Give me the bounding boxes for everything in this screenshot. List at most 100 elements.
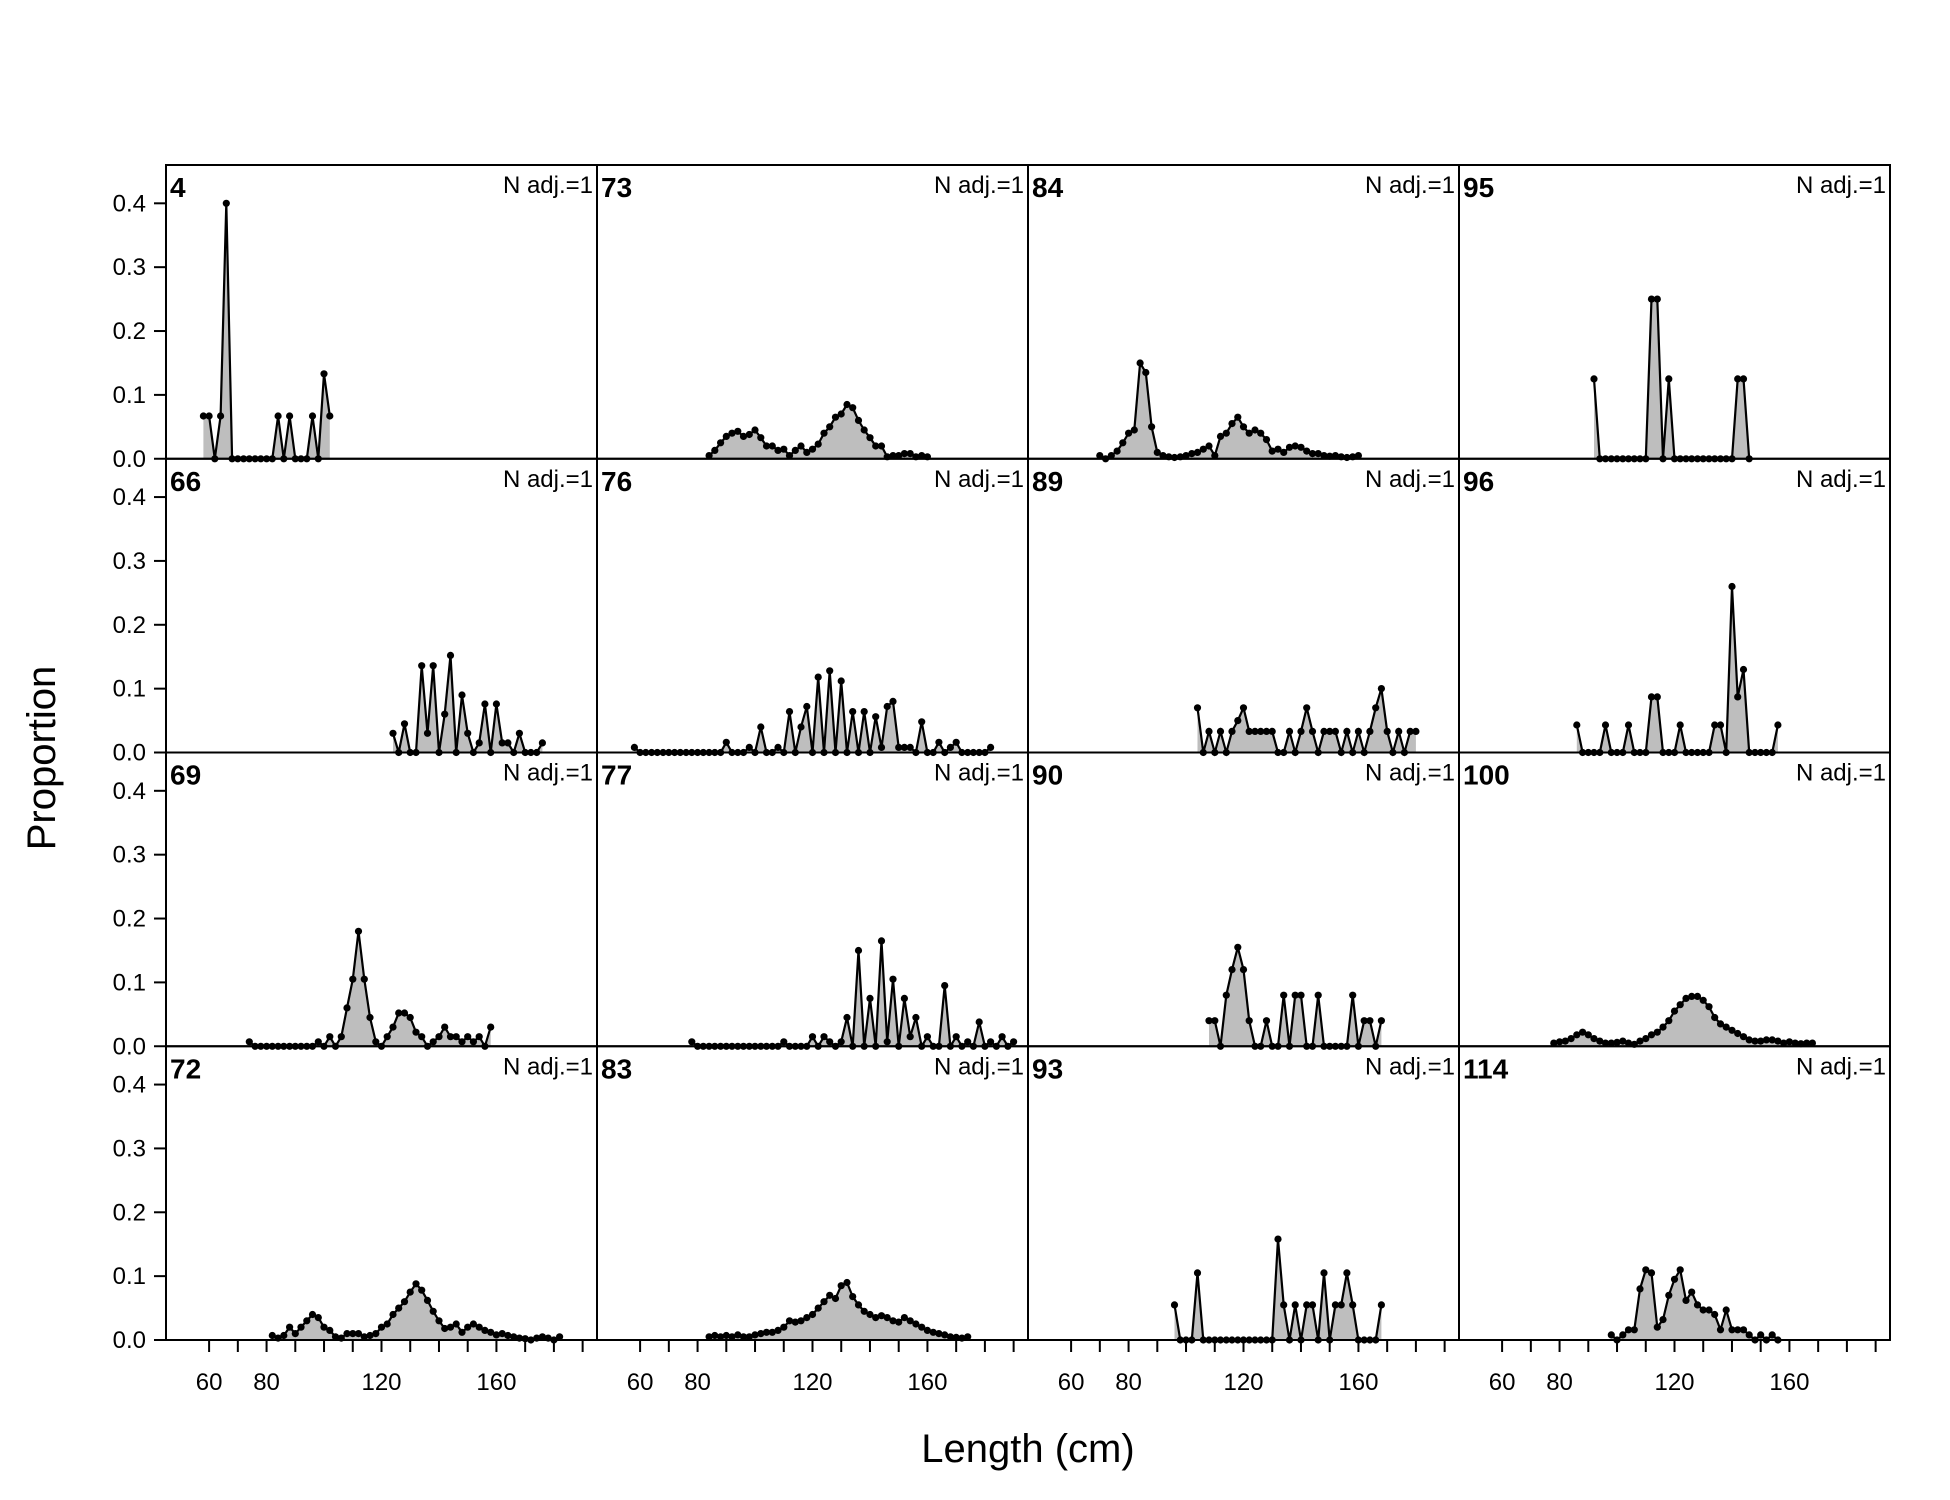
data-point (383, 1320, 391, 1328)
data-point (1222, 991, 1230, 999)
data-point (343, 1004, 351, 1012)
data-point (998, 1033, 1006, 1041)
data-point (1297, 443, 1305, 451)
data-point (1613, 1038, 1621, 1046)
panel-label: 76 (601, 466, 632, 497)
data-point (1734, 693, 1742, 701)
data-point (1699, 996, 1707, 1004)
data-point (291, 1330, 299, 1338)
data-point (820, 429, 828, 437)
data-point (780, 1323, 788, 1331)
data-point (1607, 1331, 1615, 1339)
data-point (1682, 994, 1690, 1003)
data-point (280, 1331, 288, 1340)
data-point (1573, 1031, 1581, 1039)
data-point (366, 1331, 374, 1340)
n-adj-label: N adj.=1 (1796, 1053, 1886, 1080)
panel-border (1458, 457, 1891, 754)
data-point (757, 434, 765, 442)
data-point (762, 442, 771, 450)
y-tick-label: 0.1 (113, 1263, 146, 1290)
data-point (1768, 1331, 1776, 1339)
data-point (349, 1330, 357, 1338)
data-point (889, 697, 897, 706)
data-point (1716, 1020, 1725, 1028)
data-point (866, 1310, 874, 1319)
data-point (1745, 1036, 1753, 1044)
data-point (1245, 1017, 1253, 1025)
data-point (286, 1323, 294, 1331)
data-point (1142, 368, 1150, 377)
data-point (872, 713, 880, 721)
data-point (1251, 727, 1259, 736)
data-point (458, 1038, 466, 1046)
y-tick-label: 0.3 (113, 548, 146, 575)
data-point (1010, 1038, 1018, 1046)
data-point (1601, 1039, 1610, 1047)
data-point (418, 1286, 426, 1294)
data-point (1343, 1269, 1351, 1277)
data-point (964, 1333, 972, 1341)
x-tick-label: 60 (1058, 1369, 1085, 1396)
data-point (498, 1330, 506, 1338)
data-point (1630, 1326, 1638, 1334)
data-point (1556, 1038, 1564, 1046)
data-point (1561, 1037, 1569, 1045)
data-point (1274, 1235, 1282, 1243)
y-tick-label: 0.3 (113, 254, 146, 281)
data-point (372, 1330, 380, 1338)
data-point (515, 729, 524, 737)
data-point (964, 1038, 972, 1046)
data-point (739, 432, 748, 440)
data-point (797, 1317, 805, 1325)
data-point (1113, 447, 1121, 455)
data-point (1308, 1301, 1317, 1309)
data-point (1234, 717, 1242, 725)
data-point (889, 452, 897, 460)
data-point (1676, 1001, 1684, 1009)
panel-90: 90 N adj.=1 (1027, 751, 1460, 1050)
y-tick-label: 0.2 (113, 612, 146, 639)
data-point (1251, 426, 1259, 434)
data-point (722, 432, 730, 440)
data-point (797, 723, 805, 731)
data-point (435, 1317, 443, 1325)
data-point (1360, 1017, 1368, 1025)
data-point (538, 1333, 547, 1341)
data-point (1728, 1326, 1736, 1334)
data-point (820, 1298, 828, 1306)
data-point (492, 700, 500, 708)
n-adj-label: N adj.=1 (503, 1053, 593, 1080)
area-fill (1553, 996, 1813, 1047)
data-point (843, 400, 851, 409)
panel-4: 4 N adj.=1 (165, 164, 598, 463)
data-point (1670, 1275, 1679, 1283)
data-point (1262, 1017, 1271, 1025)
data-point (1711, 1013, 1719, 1022)
x-tick-label: 60 (196, 1369, 223, 1396)
data-point (1222, 429, 1230, 437)
data-point (768, 442, 776, 450)
data-point (1285, 727, 1294, 736)
data-point (803, 448, 811, 456)
y-tick-label: 0.2 (113, 906, 146, 933)
data-point (883, 1314, 891, 1322)
data-point (429, 1038, 437, 1046)
data-point (360, 1333, 368, 1341)
y-tick-label: 0.0 (113, 446, 146, 473)
data-point (630, 743, 639, 752)
data-point (1590, 1035, 1598, 1043)
data-point (492, 1331, 500, 1339)
data-point (849, 1293, 857, 1301)
y-tick-label: 0.2 (113, 318, 146, 345)
data-point (1636, 1285, 1644, 1293)
data-point (1780, 1039, 1788, 1047)
data-point (912, 1013, 920, 1022)
data-point (1354, 452, 1362, 460)
data-point (785, 1317, 794, 1325)
data-point (705, 452, 713, 460)
data-point (837, 1038, 845, 1046)
data-point (1314, 450, 1322, 458)
data-point (510, 1333, 518, 1341)
area-fill (709, 404, 928, 459)
